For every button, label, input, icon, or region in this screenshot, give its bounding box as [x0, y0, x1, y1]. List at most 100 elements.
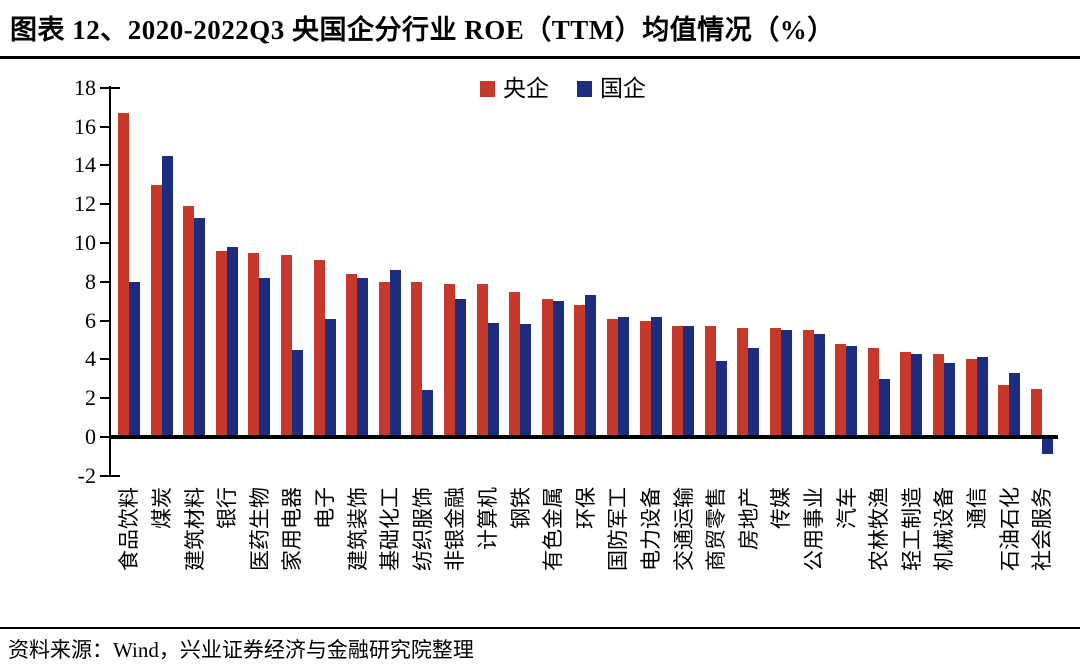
x-axis-category-label: 医药生物: [247, 487, 272, 571]
bar-国企-通信: [976, 357, 988, 435]
x-axis-category-label: 食品饮料: [117, 487, 142, 571]
bar-国企-纺织服饰: [422, 390, 434, 435]
x-axis-category-label: 纺织服饰: [410, 487, 435, 571]
bar-国企-农林牧渔: [878, 378, 890, 435]
bar-央企-有色金属: [541, 299, 553, 435]
x-axis-category-label: 家用电器: [280, 487, 305, 571]
bar-央企-电子: [313, 260, 325, 435]
bar-国企-交通运输: [683, 326, 695, 435]
y-axis-tick-label: 0: [85, 424, 96, 449]
bar-央企-交通运输: [672, 326, 684, 435]
x-axis-category-label: 农林牧渔: [867, 487, 892, 571]
x-axis-category-label: 公用事业: [801, 487, 826, 571]
bar-央企-汽车: [835, 343, 847, 435]
x-axis-category-label: 通信: [964, 487, 989, 529]
bar-国企-有色金属: [552, 301, 564, 435]
bar-央企-家用电器: [281, 254, 292, 435]
bar-国企-基础化工: [389, 270, 401, 435]
legend-item-国企: 国企: [577, 76, 646, 101]
y-axis-tick-mark: [100, 242, 110, 244]
x-axis-category-label: 轻工制造: [899, 487, 924, 571]
bar-国企-非银金融: [455, 299, 466, 435]
bar-央企-医药生物: [248, 252, 260, 435]
x-axis-category-label: 传媒: [769, 487, 794, 529]
y-axis-end-cap: [110, 474, 120, 477]
x-axis-category-label: 基础化工: [378, 487, 403, 571]
bar-央企-社会服务: [1030, 388, 1042, 435]
bar-央企-建筑材料: [183, 206, 195, 435]
bar-国企-房地产: [748, 347, 760, 435]
footer-divider: [0, 627, 1080, 629]
chart-legend: 央企 国企: [480, 76, 646, 101]
y-axis-tick-label: 2: [85, 385, 96, 411]
x-axis-category-label: 社会服务: [1030, 487, 1055, 571]
y-axis-tick-mark: [100, 319, 110, 322]
y-axis-tick-mark: [100, 358, 110, 361]
bar-国企-计算机: [487, 322, 499, 435]
bar-国企-电子: [324, 318, 336, 435]
x-axis-category-label: 电力设备: [638, 487, 663, 571]
bar-央企-电力设备: [639, 320, 651, 435]
legend-swatch-icon: [577, 81, 592, 97]
y-axis-tick-label: -2: [77, 462, 96, 488]
bar-央企-农林牧渔: [867, 347, 879, 435]
bar-央企-钢铁: [509, 291, 521, 435]
x-axis-zero-line: [109, 435, 1058, 439]
x-axis-category-label: 国防军工: [606, 487, 631, 571]
bar-国企-食品饮料: [129, 281, 140, 435]
y-axis-tick-mark: [100, 203, 110, 206]
bar-央企-计算机: [476, 283, 488, 435]
legend-label: 国企: [600, 76, 646, 101]
x-axis-category-label: 环保: [573, 487, 598, 529]
bar-国企-家用电器: [292, 349, 303, 435]
x-axis-category-label: 电子: [312, 487, 337, 529]
bar-国企-钢铁: [520, 324, 532, 435]
title-divider: [0, 56, 1080, 59]
bar-国企-传媒: [781, 330, 792, 435]
x-axis-category-label: 煤炭: [149, 487, 174, 529]
y-axis-tick-label: 12: [74, 191, 96, 217]
bar-国企-轻工制造: [911, 353, 923, 435]
source-note: 资料来源：Wind，兴业证券经济与金融研究院整理: [8, 638, 474, 662]
bar-国企-环保: [585, 295, 597, 435]
x-axis-category-label: 钢铁: [508, 487, 533, 529]
bar-国企-医药生物: [259, 277, 271, 435]
bar-央企-煤炭: [150, 184, 162, 435]
bar-央企-银行: [215, 250, 227, 435]
bar-国企-石油石化: [1009, 372, 1021, 435]
y-axis-tick-label: 18: [74, 74, 96, 100]
bar-央企-房地产: [737, 328, 749, 435]
y-axis-tick-label: 8: [85, 268, 96, 294]
x-axis-category-label: 石油石化: [997, 487, 1022, 571]
bar-国企-汽车: [846, 345, 858, 435]
y-axis-tick-label: 4: [85, 346, 96, 372]
x-axis-category-label: 建筑装饰: [345, 487, 370, 571]
legend-label: 央企: [503, 76, 549, 101]
bar-央企-机械设备: [933, 353, 944, 435]
bar-央企-环保: [574, 305, 586, 435]
bar-国企-电力设备: [650, 316, 662, 435]
y-axis-tick-mark: [100, 164, 110, 167]
x-axis-category-label: 房地产: [736, 487, 761, 550]
bar-央企-非银金融: [444, 283, 455, 435]
x-axis-category-label: 非银金融: [443, 487, 468, 571]
legend-swatch-icon: [480, 81, 495, 97]
legend-item-央企: 央企: [480, 76, 549, 101]
bar-国企-建筑材料: [194, 217, 206, 435]
y-axis-tick-mark: [100, 86, 110, 89]
bar-国企-银行: [226, 246, 238, 435]
bar-央企-纺织服饰: [411, 281, 423, 435]
bar-国企-公用事业: [813, 334, 825, 435]
bar-央企-轻工制造: [900, 351, 912, 435]
bar-央企-国防军工: [607, 318, 618, 435]
y-axis-tick-mark: [100, 125, 110, 128]
x-axis-category-label: 银行: [215, 487, 240, 529]
y-axis-line: [109, 86, 111, 477]
y-axis-tick-label: 14: [74, 152, 96, 178]
y-axis-tick-label: 6: [85, 307, 96, 333]
bar-央企-石油石化: [998, 384, 1010, 435]
bar-央企-建筑装饰: [346, 274, 358, 435]
x-axis-category-label: 机械设备: [932, 487, 957, 571]
bar-国企-煤炭: [161, 155, 173, 435]
